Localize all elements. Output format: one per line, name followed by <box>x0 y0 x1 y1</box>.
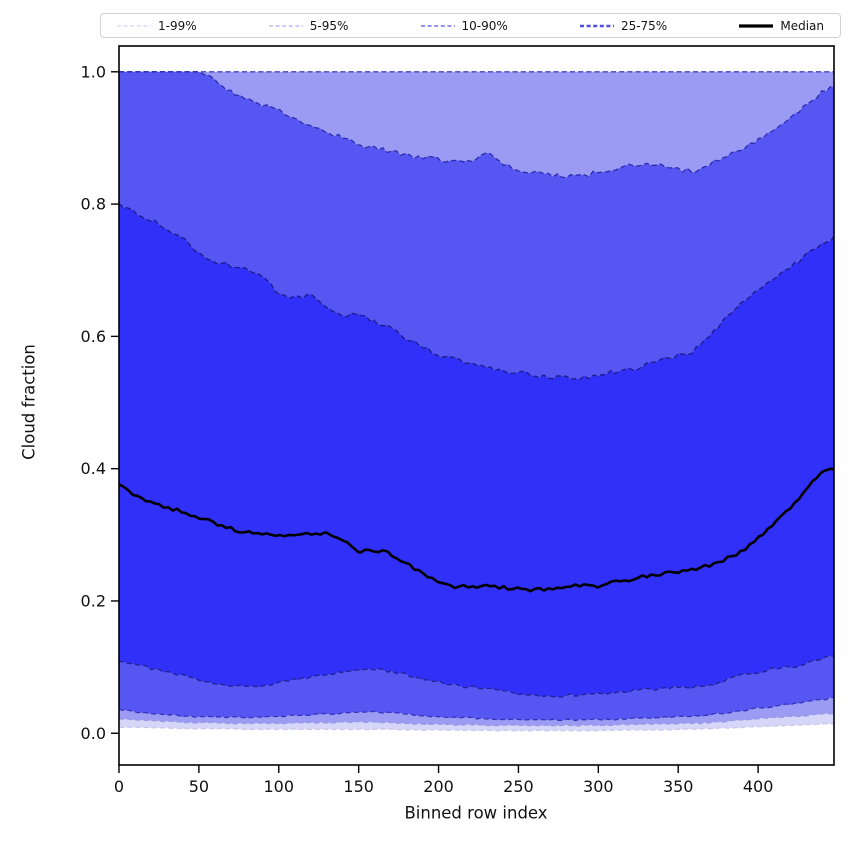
legend: 1-99% 5-95% 10-90% 25-75% Median <box>100 13 841 38</box>
y-tick-label: 0.4 <box>81 459 106 478</box>
x-tick-label: 100 <box>264 777 295 796</box>
legend-item-label: Median <box>780 18 824 33</box>
legend-item-label: 25-75% <box>620 18 668 33</box>
legend-item-label: 1-99% <box>158 18 197 33</box>
x-tick-label: 0 <box>114 777 124 796</box>
band-edge-lo-25-75% <box>119 654 834 698</box>
x-tick-label: 150 <box>343 777 374 796</box>
y-tick-label: 0.0 <box>81 724 106 743</box>
legend-swatch-line-icon <box>117 24 151 27</box>
legend-item: 25-75% <box>579 18 668 33</box>
legend-item: Median <box>739 20 824 32</box>
legend-item-label: 5-95% <box>309 18 349 33</box>
x-tick-label: 250 <box>503 777 534 796</box>
legend-swatch-line-icon <box>268 24 303 27</box>
y-tick-label: 1.0 <box>81 62 106 81</box>
legend-item: 10-90% <box>420 18 508 33</box>
legend-swatch-line-icon <box>579 24 614 27</box>
axes-spines <box>118 45 835 766</box>
band-edge-lo-5-95% <box>119 712 834 727</box>
x-tick-label: 50 <box>189 777 209 796</box>
x-axis-label: Binned row index <box>404 803 548 823</box>
band-edge-hi-10-90% <box>119 71 834 179</box>
band-25-75% <box>119 203 834 697</box>
legend-item: 5-95% <box>268 18 349 33</box>
band-edge-lo-1-99% <box>119 722 834 732</box>
y-tick-label: 0.2 <box>81 591 106 610</box>
x-tick-label: 200 <box>423 777 454 796</box>
legend-swatch-line-icon <box>739 23 774 28</box>
y-tick-label: 0.8 <box>81 195 106 214</box>
series-group <box>119 71 834 732</box>
x-tick-label: 350 <box>663 777 694 796</box>
legend-swatch-line-icon <box>420 24 455 27</box>
band-edge-hi-25-75% <box>119 203 834 381</box>
y-axis-label: Cloud fraction <box>19 344 39 460</box>
x-tick-label: 400 <box>743 777 774 796</box>
legend-item-label: 10-90% <box>461 18 508 33</box>
band-edge-lo-10-90% <box>119 696 834 722</box>
median-line <box>119 467 834 593</box>
x-tick-label: 300 <box>583 777 614 796</box>
y-tick-label: 0.6 <box>81 327 106 346</box>
legend-item: 1-99% <box>117 20 197 32</box>
